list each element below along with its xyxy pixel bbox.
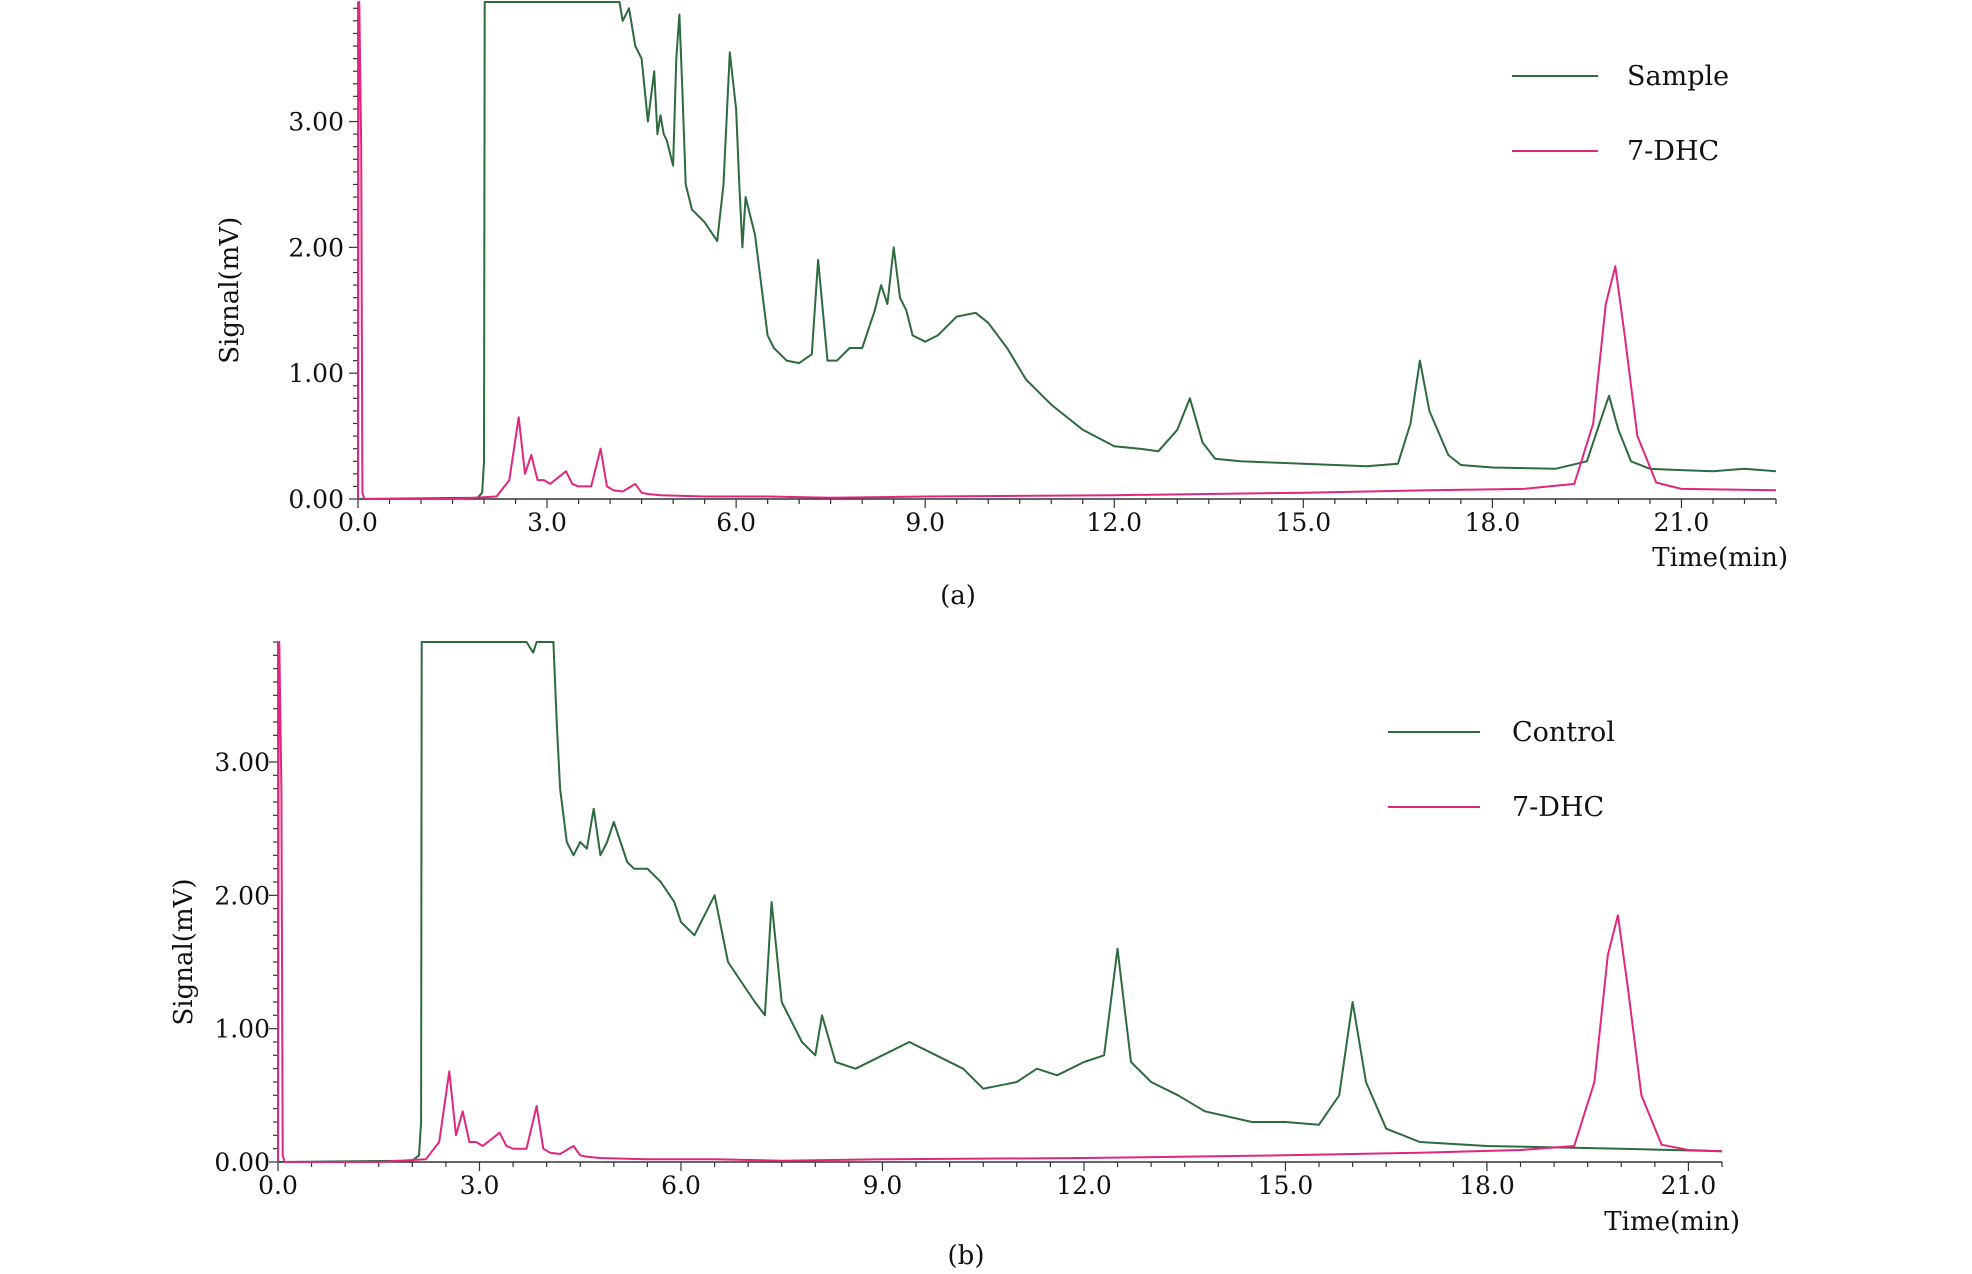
- x-tick-label: 12.0: [1056, 1171, 1112, 1200]
- y-tick-label: 0.00: [214, 1148, 270, 1177]
- legend-label: Sample: [1627, 61, 1729, 92]
- x-tick-label: 18.0: [1459, 1171, 1515, 1200]
- chart-panel-a: 0.0 3.0 6.0 9.0 12.0 15.0 18.0 21.0 0.00 1.00 2.00…: [215, 1, 1788, 611]
- x-tick-label: 21.0: [1661, 1171, 1717, 1200]
- x-axis-title: Time(min): [1604, 1207, 1740, 1237]
- x-tick-label: 15.0: [1258, 1171, 1314, 1200]
- x-tick-label: 6.0: [661, 1171, 701, 1200]
- legend-label: Control: [1512, 717, 1615, 748]
- y-tick-label: 3.00: [288, 108, 344, 137]
- y-tick-label: 1.00: [214, 1015, 270, 1044]
- panel-caption: (a): [940, 581, 976, 611]
- y-axis-title: Signal(mV): [169, 878, 199, 1025]
- x-tick-label: 3.0: [460, 1171, 500, 1200]
- series-line-7-dhc: [277, 641, 1723, 1163]
- x-tick-label: 21.0: [1654, 508, 1710, 537]
- x-tick-label: 12.0: [1086, 508, 1142, 537]
- y-axis-title: Signal(mV): [215, 217, 245, 364]
- x-tick-label: 0.0: [258, 1171, 298, 1200]
- legend: Control 7-DHC: [1388, 717, 1615, 823]
- panel-caption: (b): [948, 1241, 985, 1271]
- series-line-sample: [357, 1, 1777, 500]
- series-line-control: [277, 641, 1723, 1163]
- x-tick-label: 6.0: [716, 508, 756, 537]
- y-tick-label: 2.00: [288, 233, 344, 262]
- x-tick-label: 0.0: [338, 508, 378, 537]
- x-tick-label: 15.0: [1275, 508, 1331, 537]
- x-tick-label: 3.0: [527, 508, 567, 537]
- x-axis-title: Time(min): [1652, 543, 1788, 573]
- x-tick-label: 9.0: [863, 1171, 903, 1200]
- x-tick-label: 18.0: [1465, 508, 1521, 537]
- y-tick-label: 3.00: [214, 748, 270, 777]
- y-tick-label: 0.00: [288, 485, 344, 514]
- chart-panel-b: 0.0 3.0 6.0 9.0 12.0 15.0 18.0 21.0 0.00 1.00 2.00…: [169, 641, 1740, 1271]
- y-tick-label: 1.00: [288, 359, 344, 388]
- legend: Sample 7-DHC: [1512, 61, 1729, 167]
- legend-label: 7-DHC: [1627, 136, 1719, 167]
- legend-label: 7-DHC: [1512, 792, 1604, 823]
- series-line-7-dhc: [357, 1, 1777, 500]
- x-tick-label: 9.0: [905, 508, 945, 537]
- y-tick-label: 2.00: [214, 881, 270, 910]
